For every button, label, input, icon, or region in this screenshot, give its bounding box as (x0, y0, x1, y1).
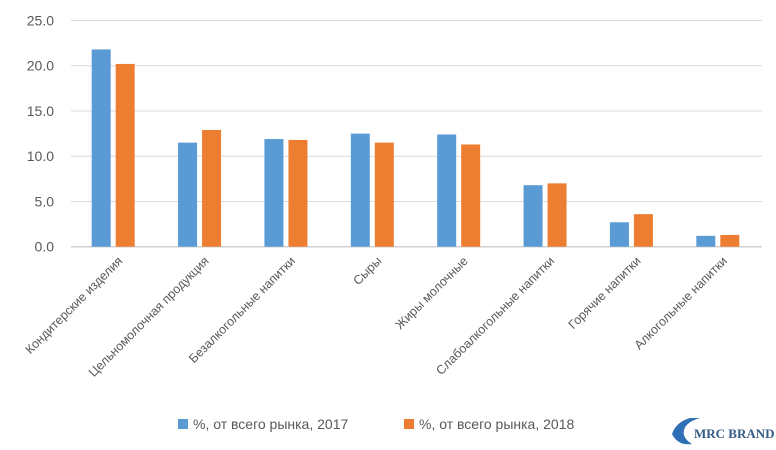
bar-2018 (288, 139, 308, 247)
bar-2018 (461, 144, 481, 247)
gridlines (71, 20, 762, 248)
legend-label: %, от всего рынка, 2017 (193, 416, 348, 432)
bar-2017 (264, 139, 284, 247)
y-tick-label: 25.0 (27, 13, 54, 29)
legend: %, от всего рынка, 2017 %, от всего рынка… (178, 416, 574, 432)
y-axis-ticks: 0.0 5.0 10.0 15.0 20.0 25.0 (27, 13, 54, 255)
bar-2017 (609, 222, 629, 247)
bar-2018 (374, 142, 394, 247)
bar-2017 (91, 49, 111, 247)
legend-swatch (178, 419, 188, 429)
bar-2017 (437, 134, 457, 247)
bar-2017 (350, 133, 370, 247)
y-tick-label: 20.0 (27, 58, 54, 74)
bars (91, 49, 740, 247)
logo-globe-icon (672, 418, 700, 445)
legend-label: %, от всего рынка, 2018 (419, 416, 574, 432)
y-tick-label: 5.0 (35, 193, 55, 209)
mrc-brand-logo: MRC BRAND (672, 418, 775, 445)
bar-2018 (115, 63, 135, 247)
bar-2018 (202, 129, 222, 247)
category-label: Жиры молочные (393, 254, 471, 332)
category-label: Горячие напитки (566, 254, 644, 332)
bar-2018 (633, 214, 653, 247)
category-label: Кондитерские изделия (23, 254, 126, 357)
category-label: Алкогольные напитки (632, 254, 730, 352)
category-label: Сыры (351, 254, 385, 288)
bar-2017 (523, 185, 543, 247)
y-tick-label: 0.0 (35, 239, 55, 255)
bar-2017 (696, 235, 716, 247)
bar-2017 (178, 142, 198, 247)
bar-2018 (720, 234, 740, 247)
legend-swatch (404, 419, 414, 429)
logo-text: MRC BRAND (694, 426, 775, 441)
y-tick-label: 15.0 (27, 103, 54, 119)
bar-2018 (547, 183, 567, 247)
y-tick-label: 10.0 (27, 148, 54, 164)
